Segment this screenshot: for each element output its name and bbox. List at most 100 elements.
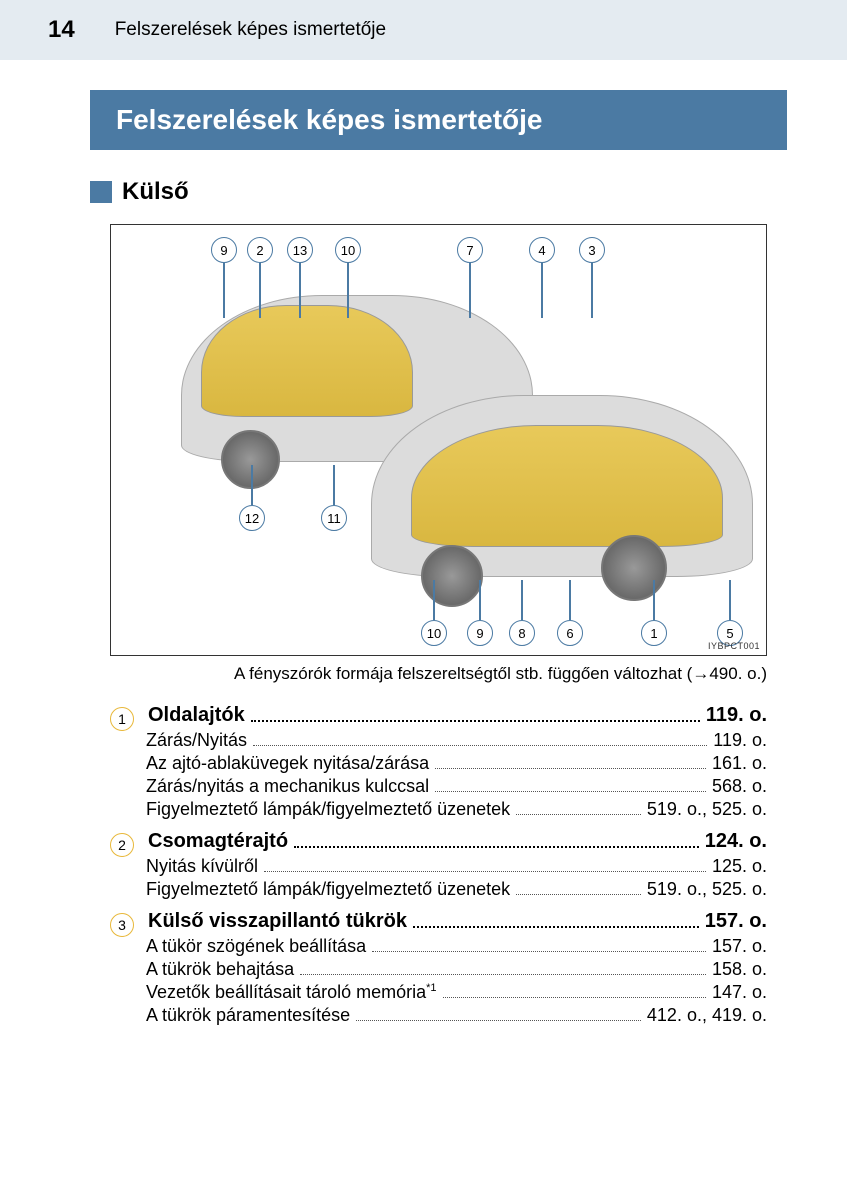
callout-13: 13 bbox=[287, 237, 313, 263]
callout-9: 9 bbox=[211, 237, 237, 263]
subitem-page: 568. o. bbox=[712, 776, 767, 797]
subitem-label: A tükrök páramentesítése bbox=[146, 1005, 350, 1026]
leader-line bbox=[653, 580, 655, 620]
dot-leader bbox=[300, 974, 706, 975]
callout-10: 10 bbox=[335, 237, 361, 263]
dot-leader bbox=[264, 871, 706, 872]
leader-line bbox=[333, 465, 335, 505]
subsection-row: Külső bbox=[90, 178, 787, 206]
diagram-caption: A fényszórók formája felszereltségtől st… bbox=[110, 664, 767, 684]
diagram-code: IYBPCT001 bbox=[708, 641, 760, 651]
subitem-label: Figyelmeztető lámpák/figyelmeztető üzene… bbox=[146, 799, 510, 820]
item-header: Oldalajtók119. o. bbox=[148, 704, 767, 727]
subitem-label: Vezetők beállításait tároló memória*1 bbox=[146, 982, 437, 1003]
subitem-label: Zárás/Nyitás bbox=[146, 730, 247, 751]
subsection-title: Külső bbox=[122, 178, 189, 206]
leader-line bbox=[479, 580, 481, 620]
callout-3: 3 bbox=[579, 237, 605, 263]
callout-8: 8 bbox=[509, 620, 535, 646]
dot-leader bbox=[516, 814, 641, 815]
page-number: 14 bbox=[48, 16, 75, 44]
subitem-page: 125. o. bbox=[712, 856, 767, 877]
callout-1: 1 bbox=[641, 620, 667, 646]
item-page: 124. o. bbox=[705, 830, 767, 853]
item-number-icon: 2 bbox=[110, 833, 134, 857]
subitem-page: 147. o. bbox=[712, 982, 767, 1003]
car-rear-highlight bbox=[201, 305, 413, 417]
index-subitem: A tükör szögének beállítása 157. o. bbox=[146, 936, 767, 957]
subitem-page: 519. o., 525. o. bbox=[647, 879, 767, 900]
item-header: Külső visszapillantó tükrök 157. o. bbox=[148, 910, 767, 933]
leader-line bbox=[347, 263, 349, 318]
dot-leader bbox=[443, 997, 706, 998]
index-subitem: A tükrök behajtása 158. o. bbox=[146, 959, 767, 980]
subitem-label: Nyitás kívülről bbox=[146, 856, 258, 877]
item-header: Csomagtérajtó 124. o. bbox=[148, 830, 767, 853]
index-subitem: Zárás/nyitás a mechanikus kulccsal 568. o… bbox=[146, 776, 767, 797]
callout-4: 4 bbox=[529, 237, 555, 263]
index-subitem: Figyelmeztető lámpák/figyelmeztető üzene… bbox=[146, 799, 767, 820]
callout-12: 12 bbox=[239, 505, 265, 531]
leader-line bbox=[299, 263, 301, 318]
index-list: 1Oldalajtók119. o.Zárás/Nyitás119. o.Az … bbox=[110, 704, 767, 1026]
subitem-page: 157. o. bbox=[712, 936, 767, 957]
dot-leader bbox=[294, 830, 699, 848]
subitem-label: A tükör szögének beállítása bbox=[146, 936, 366, 957]
subitem-label: A tükrök behajtása bbox=[146, 959, 294, 980]
leader-line bbox=[433, 580, 435, 620]
callout-10: 10 bbox=[421, 620, 447, 646]
index-subitem: Vezetők beállításait tároló memória*1 147… bbox=[146, 982, 767, 1003]
subitem-label: Figyelmeztető lámpák/figyelmeztető üzene… bbox=[146, 879, 510, 900]
subitem-page: 161. o. bbox=[712, 753, 767, 774]
leader-line bbox=[469, 263, 471, 318]
leader-line bbox=[259, 263, 261, 318]
item-label: Csomagtérajtó bbox=[148, 830, 288, 853]
item-label: Külső visszapillantó tükrök bbox=[148, 910, 407, 933]
vehicle-diagram: 921310743 12111098615 IYBPCT001 bbox=[110, 224, 767, 656]
index-subitem: Az ajtó-ablaküvegek nyitása/zárása 161. o… bbox=[146, 753, 767, 774]
index-subitem: Nyitás kívülről 125. o. bbox=[146, 856, 767, 877]
callout-2: 2 bbox=[247, 237, 273, 263]
leader-line bbox=[591, 263, 593, 318]
index-subitem: A tükrök páramentesítése 412. o., 419. o. bbox=[146, 1005, 767, 1026]
index-item-3: 3 Külső visszapillantó tükrök 157. o. bbox=[110, 910, 767, 934]
leader-line bbox=[729, 580, 731, 620]
subitem-page: 412. o., 419. o. bbox=[647, 1005, 767, 1026]
manual-page: 14 Felszerelések képes ismertetője Felsz… bbox=[0, 0, 847, 1200]
subitem-page: 119. o. bbox=[713, 730, 767, 751]
section-title-bar: Felszerelések képes ismertetője bbox=[90, 90, 787, 150]
dot-leader bbox=[356, 1020, 641, 1021]
dot-leader bbox=[413, 910, 699, 928]
dot-leader bbox=[516, 894, 641, 895]
index-item-2: 2 Csomagtérajtó 124. o. bbox=[110, 830, 767, 854]
dot-leader bbox=[251, 704, 700, 722]
leader-line bbox=[251, 465, 253, 505]
subitem-label: Zárás/nyitás a mechanikus kulccsal bbox=[146, 776, 429, 797]
wheel-icon bbox=[421, 545, 483, 607]
index-item-1: 1 Oldalajtók119. o. bbox=[110, 704, 767, 728]
car-front-highlight bbox=[411, 425, 723, 547]
leader-line bbox=[569, 580, 571, 620]
leader-line bbox=[521, 580, 523, 620]
dot-leader bbox=[435, 791, 706, 792]
item-label: Oldalajtók bbox=[148, 704, 245, 727]
item-number-icon: 3 bbox=[110, 913, 134, 937]
callout-11: 11 bbox=[321, 505, 347, 531]
index-subitem: Figyelmeztető lámpák/figyelmeztető üzene… bbox=[146, 879, 767, 900]
subitem-label: Az ajtó-ablaküvegek nyitása/zárása bbox=[146, 753, 429, 774]
callout-7: 7 bbox=[457, 237, 483, 263]
subitem-page: 519. o., 525. o. bbox=[647, 799, 767, 820]
callout-6: 6 bbox=[557, 620, 583, 646]
header-band: 14 Felszerelések képes ismertetője bbox=[0, 0, 847, 60]
item-number-icon: 1 bbox=[110, 707, 134, 731]
subitem-page: 158. o. bbox=[712, 959, 767, 980]
bullet-square-icon bbox=[90, 181, 112, 203]
dot-leader bbox=[435, 768, 706, 769]
dot-leader bbox=[253, 745, 707, 746]
index-subitem: Zárás/Nyitás 119. o. bbox=[146, 730, 767, 751]
wheel-icon bbox=[601, 535, 667, 601]
leader-line bbox=[223, 263, 225, 318]
item-page: 157. o. bbox=[705, 910, 767, 933]
callout-9: 9 bbox=[467, 620, 493, 646]
leader-line bbox=[541, 263, 543, 318]
